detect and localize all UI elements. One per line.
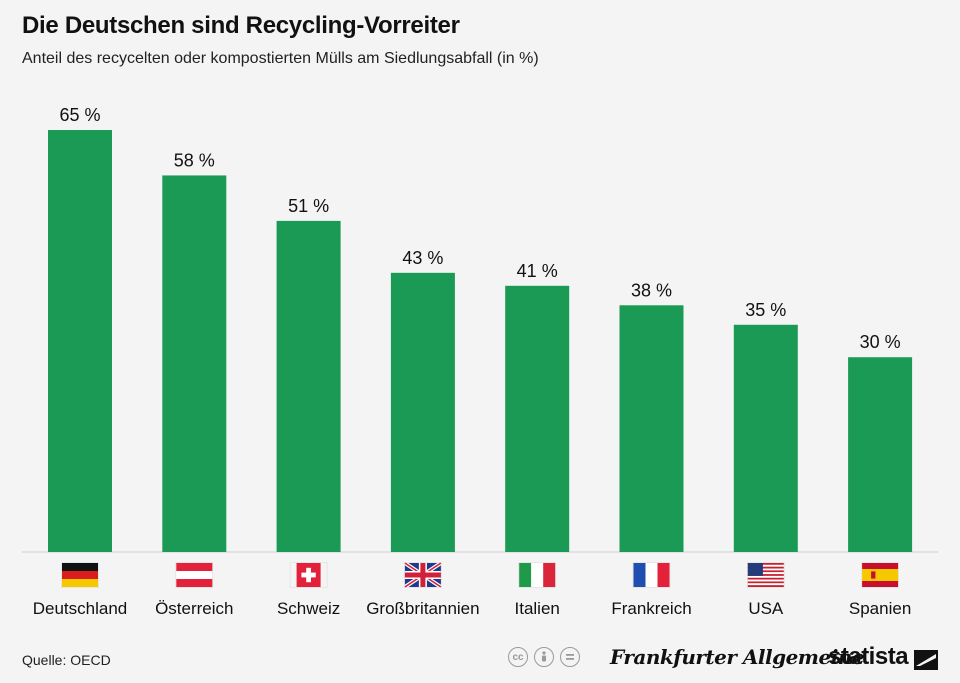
category-label: Frankreich (611, 599, 691, 618)
publisher-logo: Frankfurter Allgemeine (610, 645, 865, 669)
category-label: USA (748, 599, 784, 618)
source-note: Quelle: OECD (22, 652, 111, 668)
flag-france-icon (632, 562, 671, 588)
statista-mark-icon (914, 650, 938, 670)
bar (162, 175, 227, 552)
bar (276, 220, 341, 552)
bar (48, 130, 112, 552)
flag-spain-icon (861, 562, 899, 588)
category-label: Schweiz (277, 599, 340, 618)
license-icons: cc (508, 647, 580, 667)
flag-germany-icon (61, 562, 99, 588)
flag-usa-icon (747, 562, 785, 588)
data-label: 43 % (402, 248, 443, 268)
nd-icon (560, 647, 580, 667)
category-label: Deutschland (33, 599, 128, 618)
bar (848, 357, 913, 552)
flag-uk-icon (403, 561, 443, 589)
bar (619, 305, 684, 552)
data-label: 58 % (174, 150, 215, 170)
statista-logo: statista (828, 643, 909, 670)
data-label: 38 % (631, 280, 672, 300)
data-label: 35 % (745, 300, 786, 320)
chart-title: Die Deutschen sind Recycling-Vorreiter (22, 12, 460, 39)
flag-austria-icon (175, 562, 214, 588)
bar (505, 285, 570, 552)
bar-chart: 65 % Deutschland 58 % Österreich 51 % Schweiz… (22, 105, 938, 618)
data-label: 30 % (860, 332, 901, 352)
category-label: Spanien (849, 599, 911, 618)
category-label: Österreich (155, 599, 233, 618)
category-label: Großbritannien (366, 599, 479, 618)
data-label: 65 % (59, 105, 100, 125)
bar (733, 324, 798, 552)
bar (390, 272, 455, 552)
by-icon (534, 647, 554, 667)
flag-italy-icon (518, 562, 556, 588)
category-label: Italien (515, 599, 560, 618)
chart-subtitle: Anteil des recycelten oder kompostierten… (22, 50, 539, 67)
flag-switzerland-icon (289, 562, 328, 588)
data-label: 51 % (288, 196, 329, 216)
data-label: 41 % (517, 261, 558, 281)
cc-icon: cc (508, 647, 528, 667)
